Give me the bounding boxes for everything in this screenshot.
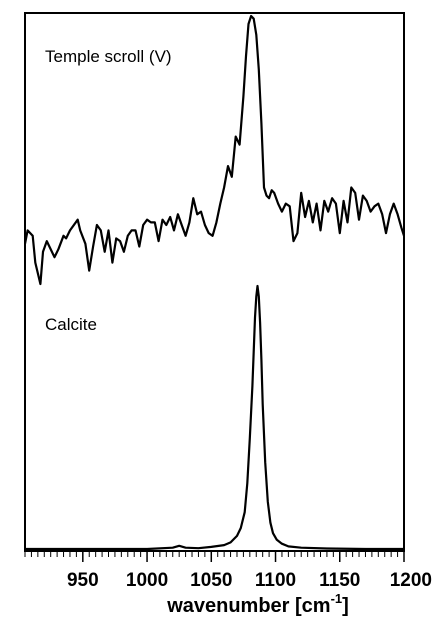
x-tick-label: 1000: [126, 570, 168, 591]
series-line-1: [23, 14, 406, 286]
x-tick-label: 1200: [390, 570, 432, 591]
series-lines: [23, 14, 406, 551]
major-ticks: [82, 551, 405, 562]
tick-labels: 950 1000 1050 1100 1150 1200: [67, 570, 432, 591]
series-labels: Temple scroll (V) Calcite: [45, 47, 172, 334]
x-tick-label: 1100: [255, 570, 296, 591]
minor-ticks: [24, 551, 399, 557]
series-label-2: Calcite: [45, 315, 97, 334]
series-label-1: Temple scroll (V): [45, 47, 172, 66]
x-tick-label: 1150: [319, 570, 360, 591]
x-tick-label: 1050: [190, 570, 232, 591]
x-axis-title: wavenumber [cm-1]: [166, 591, 349, 617]
plot-frame: [24, 12, 405, 552]
series-line-2: [25, 284, 404, 551]
x-tick-label: 950: [67, 570, 99, 591]
